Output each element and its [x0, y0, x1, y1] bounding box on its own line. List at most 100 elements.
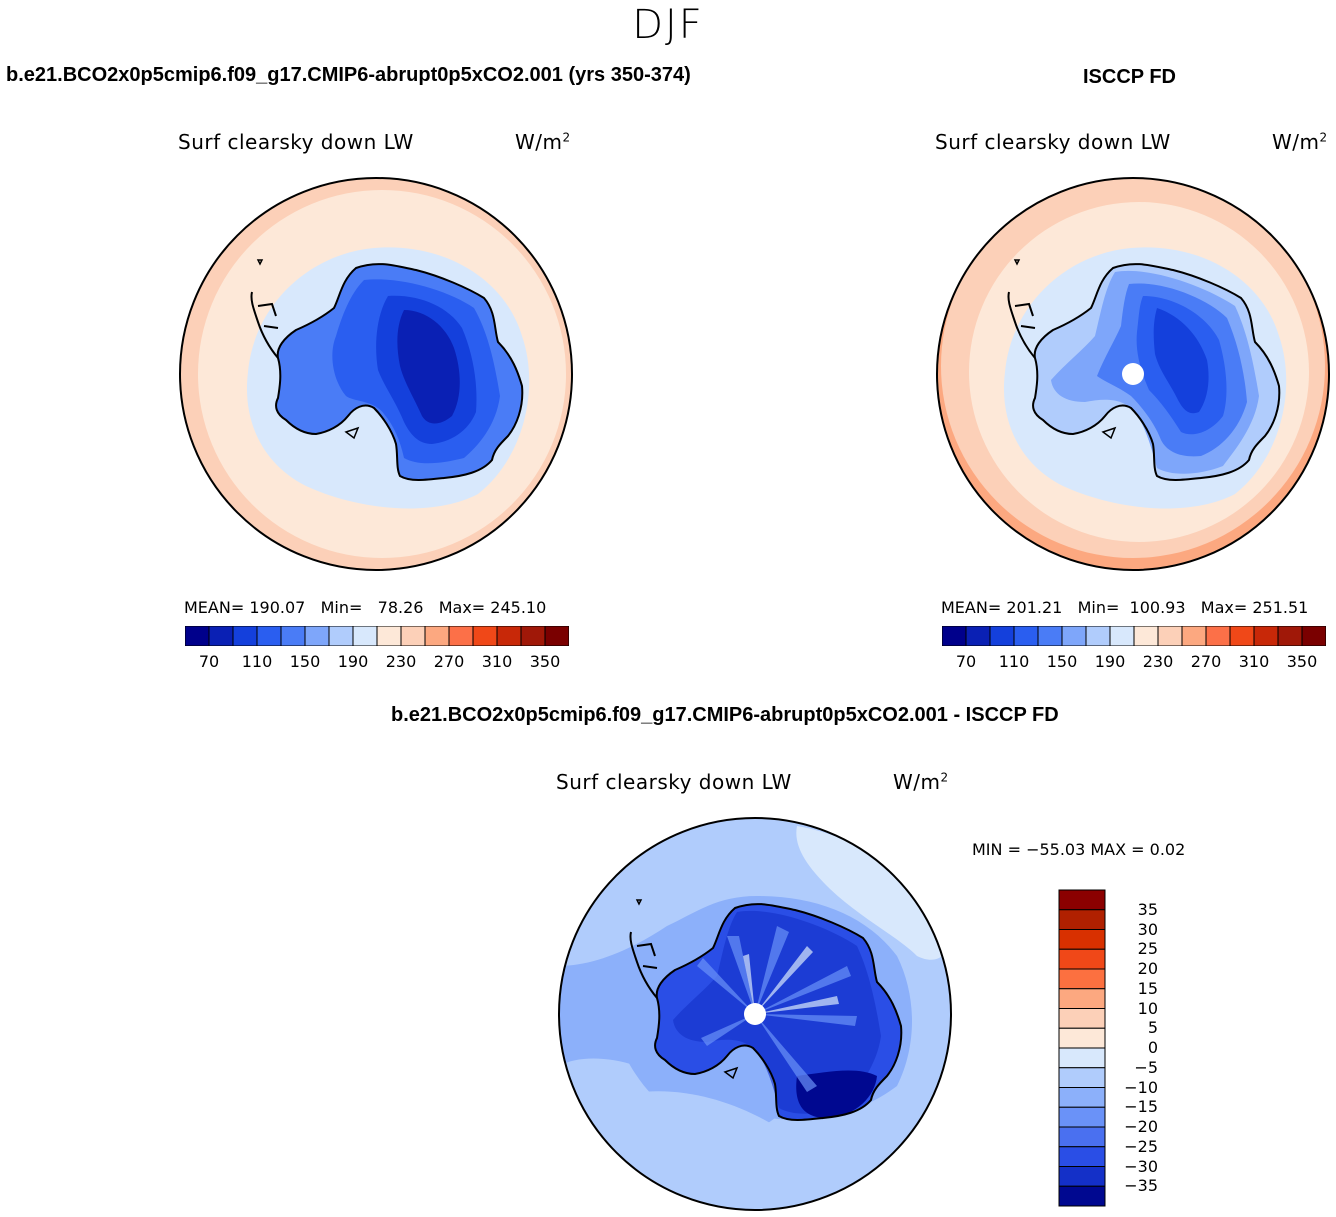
colorbar-tick-label: 150	[1046, 652, 1078, 671]
colorbar-tick-label: 350	[1286, 652, 1318, 671]
obs-variable-title: Surf clearsky down LW	[935, 130, 1171, 154]
colorbar-tick-label: 190	[337, 652, 369, 671]
colorbar-tick-label: 270	[433, 652, 465, 671]
colorbar-swatch	[1058, 1106, 1106, 1128]
colorbar-tick-label: 20	[1137, 959, 1158, 978]
colorbar-swatch	[1085, 626, 1111, 646]
model-stats: MEAN= 190.07 Min= 78.26 Max= 245.10	[184, 598, 547, 617]
diff-variable-title: Surf clearsky down LW	[556, 770, 792, 794]
colorbar-swatch	[1058, 1087, 1106, 1108]
colorbar-swatch	[1058, 889, 1106, 911]
colorbar-swatch	[1058, 1166, 1106, 1187]
colorbar-tick-label: −20	[1124, 1117, 1158, 1136]
colorbar-swatch	[1229, 626, 1255, 646]
colorbar-tick-label: −15	[1124, 1097, 1158, 1117]
colorbar-swatch	[1277, 626, 1303, 646]
colorbar-swatch	[989, 626, 1015, 646]
colorbar-swatch	[496, 626, 522, 646]
colorbar-swatch	[448, 626, 474, 646]
colorbar-tick-label: 15	[1137, 978, 1158, 998]
colorbar-swatch	[1058, 1008, 1106, 1029]
colorbar-swatch	[1109, 626, 1135, 646]
colorbar-swatch	[1058, 909, 1106, 930]
colorbar-swatch	[256, 626, 282, 646]
obs-case-title: ISCCP FD	[1083, 66, 1176, 88]
colorbar-tick-label: 230	[1142, 652, 1174, 671]
obs-polar-map	[936, 177, 1330, 571]
colorbar-tick-label: 70	[955, 652, 977, 671]
colorbar-tick-label: 35	[1137, 899, 1158, 919]
diff-minmax: MIN = −55.03 MAX = 0.02	[972, 840, 1186, 859]
colorbar-swatch	[544, 626, 569, 646]
colorbar-swatch	[1058, 1126, 1106, 1148]
colorbar-swatch	[1133, 626, 1159, 646]
colorbar-tick-label: −30	[1124, 1156, 1158, 1176]
colorbar-tick-label: −35	[1124, 1176, 1158, 1196]
colorbar-swatch	[185, 626, 210, 646]
colorbar-swatch	[1058, 1047, 1106, 1069]
obs-colorbar	[942, 626, 1326, 646]
colorbar-tick-label: 30	[1137, 919, 1158, 939]
diff-case-title: b.e21.BCO2x0p5cmip6.f09_g17.CMIP6-abrupt…	[391, 704, 1059, 726]
colorbar-swatch	[328, 626, 354, 646]
colorbar-swatch	[400, 626, 426, 646]
colorbar-swatch	[1181, 626, 1207, 646]
season-title: DJF	[632, 2, 704, 48]
colorbar-swatch	[208, 626, 234, 646]
colorbar-swatch	[352, 626, 378, 646]
colorbar-swatch	[304, 626, 330, 646]
model-units: W/m2	[515, 130, 571, 154]
colorbar-tick-label: 25	[1137, 939, 1158, 959]
colorbar-tick-label: 110	[241, 652, 273, 671]
colorbar-swatch	[232, 626, 258, 646]
colorbar-swatch	[1037, 626, 1063, 646]
model-colorbar-ticks: 70 110 150 190 230 270 310 350	[185, 652, 569, 672]
colorbar-tick-label: 70	[198, 652, 220, 671]
colorbar-tick-label: −5	[1134, 1057, 1158, 1077]
colorbar-swatch	[1301, 626, 1326, 646]
obs-stats: MEAN= 201.21 Min= 100.93 Max= 251.51	[941, 598, 1309, 617]
model-polar-map	[179, 177, 573, 571]
colorbar-swatch	[942, 626, 967, 646]
colorbar-swatch	[1205, 626, 1231, 646]
colorbar-swatch	[1013, 626, 1039, 646]
colorbar-swatch	[965, 626, 991, 646]
colorbar-swatch	[1058, 948, 1106, 970]
colorbar-tick-label: 190	[1094, 652, 1126, 671]
diff-units: W/m2	[893, 770, 949, 794]
colorbar-tick-label: 310	[481, 652, 513, 671]
diff-colorbar	[1058, 889, 1106, 1207]
colorbar-swatch	[1058, 1027, 1106, 1049]
colorbar-swatch	[1157, 626, 1183, 646]
colorbar-swatch	[280, 626, 306, 646]
obs-units: W/m2	[1272, 130, 1328, 154]
colorbar-tick-label: 150	[289, 652, 321, 671]
obs-colorbar-ticks: 70 110 150 190 230 270 310 350	[942, 652, 1326, 672]
colorbar-swatch	[1058, 1146, 1106, 1167]
model-colorbar	[185, 626, 569, 646]
colorbar-tick-label: 10	[1137, 998, 1158, 1018]
colorbar-swatch	[1058, 1067, 1106, 1088]
colorbar-swatch	[1058, 988, 1106, 1009]
diff-colorbar-ticks: 35 30 25 20 15 10 5 0 −5 −10 −15 −20 −25 −30 −35	[1108, 889, 1168, 1209]
colorbar-tick-label: 110	[998, 652, 1030, 671]
colorbar-tick-label: 5	[1147, 1018, 1158, 1038]
colorbar-swatch	[1058, 968, 1106, 990]
colorbar-swatch	[1253, 626, 1279, 646]
model-variable-title: Surf clearsky down LW	[178, 130, 414, 154]
colorbar-tick-label: −25	[1124, 1136, 1158, 1156]
colorbar-tick-label: −10	[1124, 1077, 1158, 1097]
colorbar-tick-label: 230	[385, 652, 417, 671]
model-case-title: b.e21.BCO2x0p5cmip6.f09_g17.CMIP6-abrupt…	[6, 64, 691, 86]
colorbar-swatch	[376, 626, 402, 646]
colorbar-swatch	[1058, 929, 1106, 950]
colorbar-swatch	[472, 626, 498, 646]
colorbar-swatch	[1061, 626, 1087, 646]
colorbar-swatch	[520, 626, 546, 646]
colorbar-swatch	[1058, 1185, 1106, 1207]
colorbar-tick-label: 270	[1190, 652, 1222, 671]
colorbar-tick-label: 0	[1147, 1038, 1158, 1057]
colorbar-tick-label: 310	[1238, 652, 1270, 671]
colorbar-tick-label: 350	[529, 652, 561, 671]
colorbar-swatch	[424, 626, 450, 646]
